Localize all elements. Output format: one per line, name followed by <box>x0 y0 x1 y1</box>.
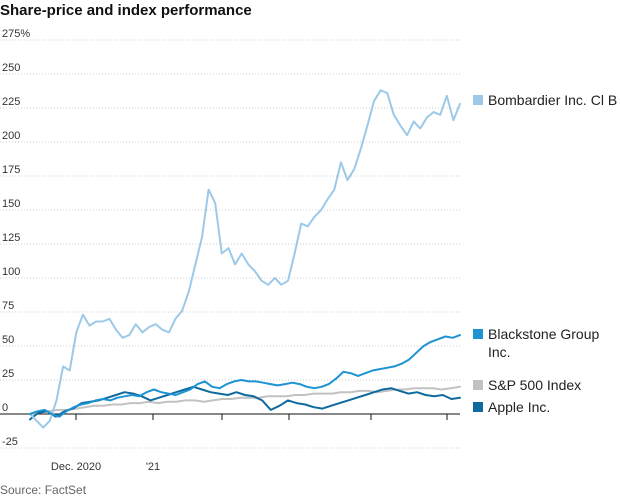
legend-label: Apple Inc. <box>488 399 550 415</box>
legend-item: Bombardier Inc. Cl B <box>473 92 617 108</box>
y-tick-label: 175 <box>2 164 20 176</box>
series-line-apple-inc <box>29 385 461 421</box>
legend-swatch <box>473 380 483 390</box>
legend-label: S&P 500 Index <box>488 377 581 393</box>
series-lines <box>29 89 461 429</box>
legend-swatch <box>473 402 483 412</box>
y-tick-label: 150 <box>2 198 20 210</box>
y-tick-label: 50 <box>2 334 14 346</box>
x-tick-label: '21 <box>146 461 160 473</box>
y-tick-label: 75 <box>2 300 14 312</box>
legend-item: Blackstone Group Inc. <box>473 326 599 360</box>
legend-item: S&P 500 Index <box>473 377 581 393</box>
y-tick-label: 225 <box>2 96 20 108</box>
legend-swatch <box>473 329 483 339</box>
series-line-blackstone-group-inc <box>29 334 461 418</box>
chart-title: Share-price and index performance <box>0 2 252 19</box>
series-line-s-p-500-index <box>29 385 461 415</box>
y-tick-label: -25 <box>2 436 18 448</box>
legend: Bombardier Inc. Cl B Blackstone Group Inc.… <box>473 92 617 415</box>
legend-label: Bombardier Inc. Cl B <box>488 92 617 108</box>
y-tick-label: 100 <box>2 266 20 278</box>
x-axis: Dec. 2020 '21 <box>0 413 460 473</box>
legend-label: Inc. <box>488 344 511 360</box>
legend-swatch <box>473 95 483 105</box>
y-tick-label: 275% <box>2 28 30 40</box>
legend-label: Blackstone Group <box>488 326 599 342</box>
legend-item: Apple Inc. <box>473 399 550 415</box>
y-tick-label: 200 <box>2 130 20 142</box>
source-note: Source: FactSet <box>0 483 87 497</box>
y-tick-label: 0 <box>2 402 8 414</box>
grid-lines <box>0 39 460 449</box>
series-line-bombardier-inc-cl-b <box>29 89 461 429</box>
y-tick-label: 125 <box>2 232 20 244</box>
x-tick-label: Dec. 2020 <box>51 461 101 473</box>
y-tick-label: 25 <box>2 368 14 380</box>
y-tick-label: 250 <box>2 62 20 74</box>
